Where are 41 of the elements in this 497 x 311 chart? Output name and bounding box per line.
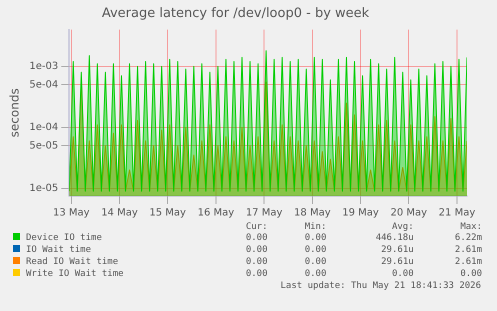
x-tick-label: 13 May xyxy=(52,208,90,219)
x-tick-label: 14 May xyxy=(101,208,138,219)
text: Min: xyxy=(304,222,326,232)
text: 0.00 xyxy=(244,256,268,268)
x-tick-label: 16 May xyxy=(198,208,234,219)
y-tick-label: 1e-05 xyxy=(29,182,58,194)
text: 6.22m xyxy=(454,232,482,244)
legend-label: Read IO Wait time xyxy=(25,256,120,268)
text: 0.00 xyxy=(244,244,268,256)
chart-title: Average latency for /dev/loop0 - by week xyxy=(102,6,370,22)
legend-label: Device IO time xyxy=(25,232,103,244)
y-tick-label: 1e-03 xyxy=(29,60,58,72)
x-tick-label: 21 May xyxy=(438,208,476,219)
x-tick-label: 19 May xyxy=(342,208,379,219)
x-tick-label: 20 May xyxy=(390,208,428,219)
text: 29.61u xyxy=(380,256,414,268)
text: Last update: Thu May 21 18:41:33 2026 xyxy=(280,280,482,292)
text: 0.00 xyxy=(390,268,414,280)
text: Cur: xyxy=(244,222,268,232)
x-tick-label: 15 May xyxy=(149,208,186,219)
y-tick-label: 1e-04 xyxy=(29,122,58,133)
text: 0.00 xyxy=(459,268,482,280)
text: 446.18u xyxy=(374,232,414,244)
y-axis-title: seconds xyxy=(7,88,22,138)
y-tick-label: 5e-04 xyxy=(29,79,58,90)
text: 2.61m xyxy=(454,244,482,256)
x-tick-label: 17 May xyxy=(246,208,282,219)
text: 29.61u xyxy=(380,244,414,256)
x-tick-label: 18 May xyxy=(294,208,331,219)
legend-label: Write IO Wait time xyxy=(25,268,125,280)
text: 0.00 xyxy=(304,256,326,268)
y-tick-label: 5e-05 xyxy=(29,140,58,152)
text: 2.61m xyxy=(454,256,482,268)
legend-label: IO Wait time xyxy=(25,244,92,256)
text: 0.00 xyxy=(244,232,268,244)
text: 0.00 xyxy=(304,232,326,244)
text: 0.00 xyxy=(244,268,268,280)
text: Avg: xyxy=(390,222,414,232)
text: 0.00 xyxy=(304,268,326,280)
text: 0.00 xyxy=(304,244,326,256)
text: Max: xyxy=(459,222,482,232)
